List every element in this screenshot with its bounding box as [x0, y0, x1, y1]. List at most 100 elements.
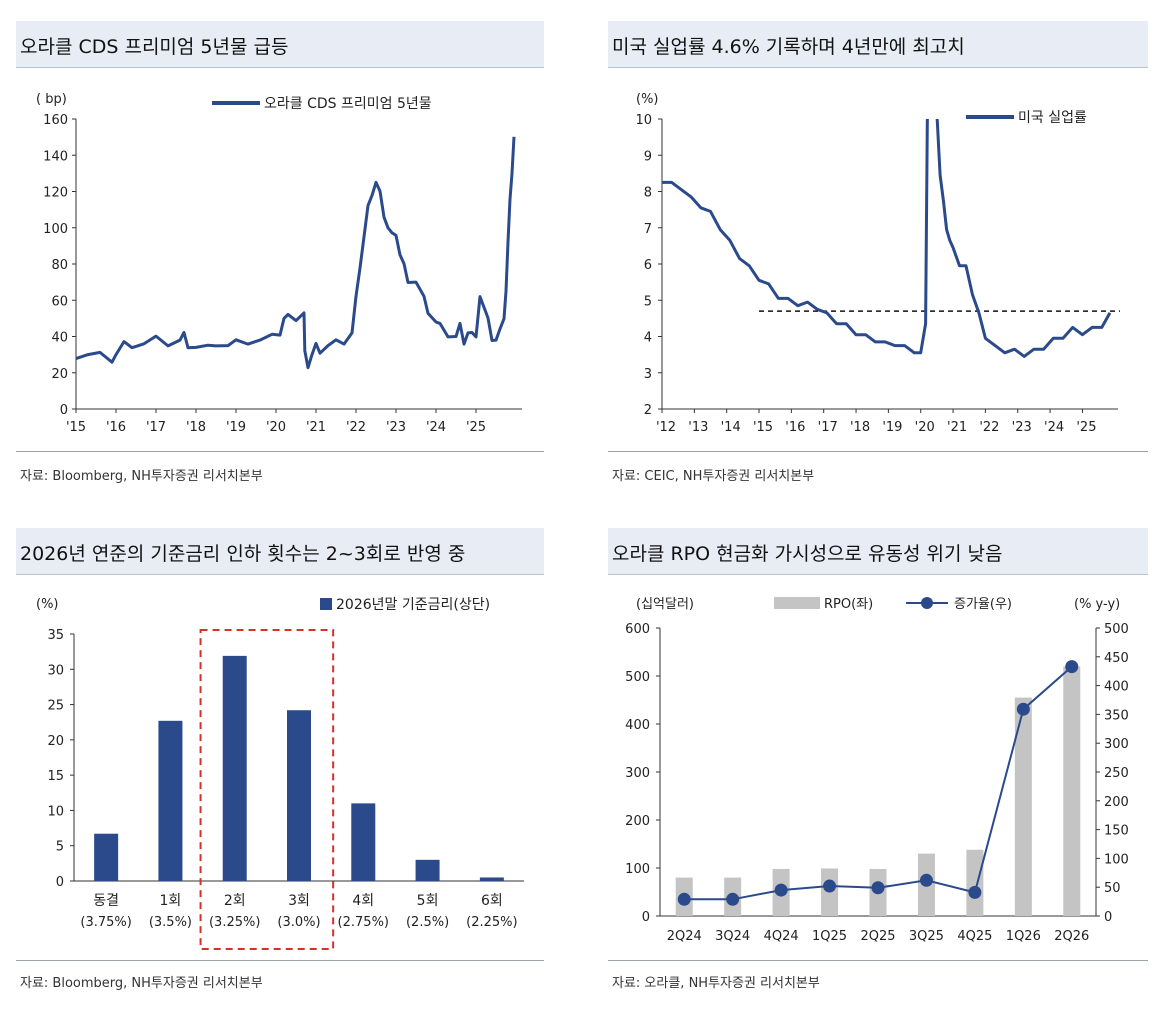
cds-line-chart: ( bp) 0 20 40 60 80 100 120 140 160 '15 '16 '17 '18 '1… [36, 92, 522, 435]
left-axis-unit: (십억달러) [636, 597, 694, 612]
x-tick-label: '12 [656, 420, 676, 435]
highlight-box [199, 629, 335, 950]
x-tick-label: '19 [226, 420, 246, 435]
y-tick-label: 20 [51, 367, 68, 382]
x-tick-label: '16 [785, 420, 805, 435]
growth-point-1Q26 [1016, 702, 1030, 716]
y-tick-label: 80 [51, 258, 68, 273]
y-axis-unit: (%) [36, 597, 59, 612]
category-rate-label: (2.5%) [406, 915, 449, 930]
y-tick-label: 9 [644, 149, 652, 164]
bar-1 [94, 833, 119, 881]
x-tick-label: '17 [146, 420, 166, 435]
source-note: 자료: Bloomberg, NH투자증권 리서치본부 [20, 469, 263, 484]
x-tick-label: '24 [426, 420, 446, 435]
unemployment-panel: 미국 실업률 4.6% 기록하며 4년만에 최고치 (%) 2 3 4 5 6 7 8 9 10 '… [608, 21, 1148, 491]
right-tick-label: 0 [1104, 910, 1112, 925]
y-tick-label: 2 [644, 403, 652, 418]
right-tick-label: 100 [1104, 852, 1129, 867]
source-note: 자료: Bloomberg, NH투자증권 리서치본부 [20, 976, 263, 991]
bar-7 [479, 877, 504, 881]
x-tick-label: 4Q25 [957, 929, 992, 944]
y-tick-label: 100 [43, 222, 68, 237]
left-tick-label: 0 [642, 910, 650, 925]
panel-divider [16, 451, 544, 452]
rpo-bar-1Q26 [1014, 697, 1032, 916]
right-tick-label: 200 [1104, 795, 1129, 810]
y-tick-label: 10 [47, 804, 64, 819]
x-tick-label: '17 [818, 420, 838, 435]
legend-label: 오라클 CDS 프리미엄 5년물 [264, 96, 432, 112]
bar-2 [158, 720, 183, 881]
x-tick-label: '20 [915, 420, 935, 435]
category-label: 2회 [224, 893, 246, 909]
left-tick-label: 300 [625, 766, 650, 781]
legend-line-marker [921, 597, 933, 609]
growth-point-2Q26 [1065, 660, 1079, 674]
bar-4 [287, 710, 311, 881]
y-tick-label: 15 [47, 769, 64, 784]
category-rate-label: (3.75%) [80, 915, 131, 930]
category-rate-label: (2.75%) [338, 915, 389, 930]
category-rate-label: (3.0%) [277, 915, 320, 930]
x-tick-label: '21 [306, 420, 326, 435]
right-axis-unit: (% y-y) [1074, 597, 1120, 612]
category-label: 3회 [288, 893, 310, 909]
x-tick-label: '19 [882, 420, 902, 435]
category-rate-label: (2.25%) [466, 915, 517, 930]
panel-header: 오라클 RPO 현금화 가시성으로 유동성 위기 낮음 [608, 528, 1148, 575]
growth-point-4Q25 [968, 885, 982, 899]
bar-5 [351, 803, 376, 881]
fed-cuts-panel: 2026년 연준의 기준금리 인하 횟수는 2~3회로 반영 중 (%) 2026… [16, 528, 544, 998]
bar-6 [415, 859, 440, 881]
y-tick-label: 120 [43, 186, 68, 201]
legend-swatch [320, 598, 332, 610]
unemployment-line-chart: (%) 2 3 4 5 6 7 8 9 10 '12 '13 '14 '15 '16 '17 '18 '19 '20… [635, 92, 1120, 435]
y-tick-label: 25 [47, 699, 64, 714]
right-tick-label: 500 [1104, 622, 1129, 637]
legend-bar-label: RPO(좌) [824, 597, 873, 612]
x-tick-label: '18 [850, 420, 870, 435]
y-tick-label: 7 [644, 222, 652, 237]
left-tick-label: 100 [625, 862, 650, 877]
x-tick-label: '15 [66, 420, 86, 435]
cds-series-line [75, 136, 516, 370]
legend-bar-swatch [774, 597, 820, 609]
legend-label: 미국 실업률 [1018, 110, 1087, 126]
panel-header: 오라클 CDS 프리미엄 5년물 급등 [16, 21, 544, 68]
x-tick-label: '24 [1044, 420, 1064, 435]
panel-divider [608, 960, 1148, 961]
source-note: 자료: 오라클, NH투자증권 리서치본부 [612, 976, 820, 991]
y-tick-label: 4 [644, 331, 652, 346]
y-tick-label: 0 [56, 875, 64, 890]
y-tick-label: 0 [60, 403, 68, 418]
category-label: 4회 [352, 893, 374, 909]
left-tick-label: 200 [625, 814, 650, 829]
panel-header: 미국 실업률 4.6% 기록하며 4년만에 최고치 [608, 21, 1148, 68]
growth-point-2Q24 [677, 892, 691, 906]
rpo-bar-4Q25 [966, 849, 984, 916]
bar-3 [222, 655, 247, 881]
y-axis-unit: (%) [636, 92, 659, 107]
y-tick-label: 3 [644, 367, 652, 382]
panel-divider [16, 960, 544, 961]
y-tick-label: 30 [47, 663, 64, 678]
source-note: 자료: CEIC, NH투자증권 리서치본부 [612, 469, 815, 484]
growth-point-3Q25 [919, 873, 933, 887]
category-label: 5회 [417, 893, 439, 909]
fed-cuts-bar-chart: (%) 2026년말 기준금리(상단) 0 5 10 15 20 25 30 35 동결 (3.75%… [36, 597, 524, 950]
x-tick-label: 2Q24 [667, 929, 702, 944]
y-tick-label: 5 [644, 294, 652, 309]
right-tick-label: 400 [1104, 680, 1129, 695]
x-tick-label: '16 [106, 420, 126, 435]
x-tick-label: '22 [979, 420, 999, 435]
left-tick-label: 600 [625, 622, 650, 637]
growth-point-4Q24 [774, 883, 788, 897]
rpo-combo-chart: (십억달러) (% y-y) RPO(좌) 증가율(우) 0 100 200 300 400 50… [625, 597, 1129, 944]
y-tick-label: 8 [644, 186, 652, 201]
legend-label: 2026년말 기준금리(상단) [336, 597, 490, 613]
category-label: 1회 [160, 893, 182, 909]
left-tick-label: 400 [625, 718, 650, 733]
left-tick-label: 500 [625, 670, 650, 685]
category-rate-label: (3.5%) [149, 915, 192, 930]
